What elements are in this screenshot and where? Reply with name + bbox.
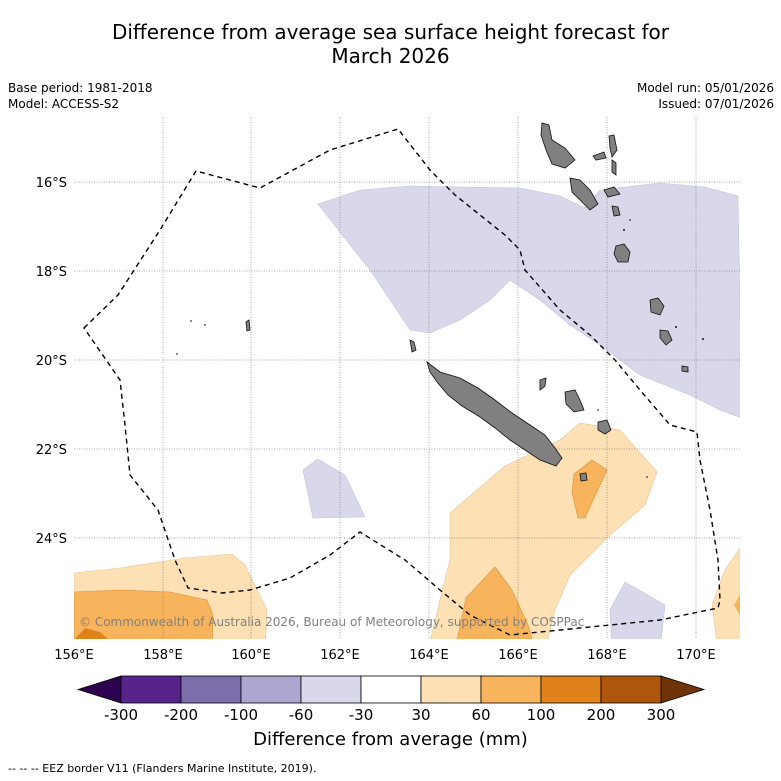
positive-anomaly-core-southeast xyxy=(734,595,740,615)
lon-tick-168: 168°E xyxy=(587,648,627,663)
colorbar-segment xyxy=(300,675,362,704)
vanuatu-ambrym xyxy=(603,186,621,198)
colorbar-under-arrow xyxy=(76,675,122,704)
title-line-2: March 2026 xyxy=(331,44,450,68)
vanuatu-efate xyxy=(613,243,631,263)
chesterfield-reef xyxy=(245,319,251,332)
vanuatu-espiritu-santo xyxy=(540,122,576,169)
colorbar-tick-label: -100 xyxy=(224,706,258,724)
eez-border-legend: -- -- -- EEZ border V11 (Flanders Marine… xyxy=(8,762,317,775)
negative-anomaly-region-north xyxy=(317,182,740,418)
lon-tick-162: 162°E xyxy=(320,648,360,663)
vanuatu-epi xyxy=(611,205,621,217)
map-title: Difference from average sea surface heig… xyxy=(0,20,781,68)
colorbar-tick-label: 200 xyxy=(587,706,616,724)
vanuatu-tanna xyxy=(659,329,673,346)
colorbar-tick-label: -300 xyxy=(104,706,138,724)
colorbar-tick-label: -200 xyxy=(164,706,198,724)
new-caledonia-island xyxy=(426,360,563,467)
colorbar-tick-label: 30 xyxy=(411,706,430,724)
lon-tick-164: 164°E xyxy=(409,648,449,663)
colorbar-segment xyxy=(240,675,302,704)
lon-tick-166: 166°E xyxy=(498,648,538,663)
loyalty-island-lifou xyxy=(564,389,585,413)
colorbar-segment xyxy=(360,675,422,704)
issued-date: Issued: 07/01/2026 xyxy=(658,97,774,111)
lon-tick-158: 158°E xyxy=(143,648,183,663)
positive-anomaly-core-south xyxy=(457,566,533,639)
base-period: Base period: 1981-2018 xyxy=(8,81,153,95)
map-plot-area: © Commonwealth of Australia 2026, Bureau… xyxy=(74,117,740,639)
lat-tick-16: 16°S xyxy=(36,176,67,191)
colorbar: -300 -200 -100 -60 -30 30 60 100 200 300 xyxy=(76,675,706,724)
colorbar-tick-label: -60 xyxy=(289,706,314,724)
colorbar-tick-label: 60 xyxy=(471,706,490,724)
vanuatu-ambae xyxy=(592,151,607,161)
colorbar-title: Difference from average (mm) xyxy=(253,729,528,750)
latitude-ticks: 16°S 18°S 20°S 22°S 24°S xyxy=(36,176,67,547)
colorbar-tick-label: 100 xyxy=(527,706,556,724)
lon-tick-170: 170°E xyxy=(676,648,716,663)
colorbar-segment xyxy=(420,675,482,704)
colorbar-over-arrow xyxy=(660,675,706,704)
lon-tick-156: 156°E xyxy=(54,648,94,663)
loyalty-island-mare xyxy=(597,419,612,435)
metadata-left: Base period: 1981-2018 Model: ACCESS-S2 xyxy=(8,80,153,112)
vanuatu-malakula xyxy=(569,177,599,211)
lon-tick-160: 160°E xyxy=(231,648,271,663)
colorbar-segment xyxy=(540,675,602,704)
lat-tick-24: 24°S xyxy=(36,532,67,547)
eez-border xyxy=(83,128,721,636)
land-masses xyxy=(245,122,689,482)
colorbar-segment xyxy=(600,675,662,704)
gridlines xyxy=(74,117,740,639)
colorbar-segment xyxy=(180,675,242,704)
loyalty-island-ouvea xyxy=(539,377,547,391)
colorbar-tick-label: 300 xyxy=(647,706,676,724)
vanuatu-maewo xyxy=(608,134,618,158)
positive-anomaly-region-southeast xyxy=(711,547,740,639)
belep-island xyxy=(409,339,417,353)
longitude-ticks: 156°E 158°E 160°E 162°E 164°E 166°E 168°… xyxy=(54,648,716,663)
negative-anomaly-region-south xyxy=(609,581,666,639)
title-line-1: Difference from average sea surface heig… xyxy=(111,20,670,44)
vanuatu-pentecost xyxy=(611,159,617,176)
colorbar-tick-label: -30 xyxy=(349,706,374,724)
metadata-right: Model run: 05/01/2026 Issued: 07/01/2026 xyxy=(637,80,774,112)
small-islets xyxy=(176,219,705,478)
positive-anomaly-core-southwest xyxy=(74,589,214,639)
colorbar-segment xyxy=(120,675,182,704)
positive-anomaly-strong-southwest xyxy=(74,628,108,639)
model-name: Model: ACCESS-S2 xyxy=(8,97,120,111)
lat-tick-20: 20°S xyxy=(36,354,67,369)
vanuatu-aneityum xyxy=(681,365,689,373)
copyright-notice: © Commonwealth of Australia 2026, Bureau… xyxy=(79,615,584,629)
model-run: Model run: 05/01/2026 xyxy=(636,81,774,95)
vanuatu-erromango xyxy=(649,297,665,316)
colorbar-segment xyxy=(480,675,542,704)
lat-tick-22: 22°S xyxy=(36,443,67,458)
isle-of-pines xyxy=(579,472,588,482)
lat-tick-18: 18°S xyxy=(36,265,67,280)
negative-anomaly-region-west xyxy=(302,458,366,519)
